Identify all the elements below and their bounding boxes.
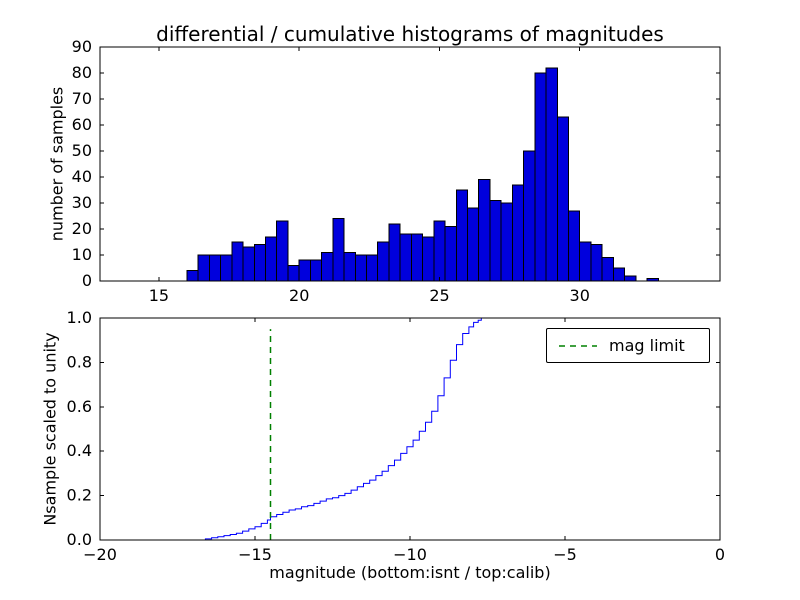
chart-title: differential / cumulative histograms of … (156, 22, 664, 46)
histogram-bar (309, 259, 323, 282)
histogram-bar (534, 72, 547, 282)
x-tick-label: 15 (149, 286, 169, 305)
y-tick-label: 60 (72, 115, 92, 134)
x-tick-label: 25 (429, 286, 449, 305)
y-tick-label: 20 (72, 219, 92, 238)
histogram-bar (556, 116, 569, 282)
histogram-bar (568, 210, 581, 282)
x-tick-label: 30 (570, 286, 590, 305)
histogram-bar (579, 241, 592, 282)
y-tick-label: 1.0 (67, 308, 92, 327)
histogram-bar (231, 241, 244, 282)
histogram-bar (265, 236, 278, 282)
histogram-bar (366, 254, 379, 282)
y-tick-label: 10 (72, 245, 92, 264)
y-tick-label: 80 (72, 63, 92, 82)
y-tick-label: 50 (72, 141, 92, 160)
histogram-bar (354, 254, 367, 282)
y-tick-label: 90 (72, 37, 92, 56)
histogram-bar (298, 259, 311, 282)
histogram-bar (511, 184, 525, 282)
histogram-bar (208, 254, 222, 282)
histogram-bar (455, 189, 468, 282)
axes-frame (99, 46, 721, 282)
histogram-bar (545, 67, 558, 282)
histogram-bar (523, 150, 536, 282)
histogram-bar (388, 223, 401, 282)
x-axis-label: magnitude (bottom:isnt / top:calib) (269, 563, 551, 582)
histogram-bar (478, 179, 491, 282)
histogram-bar (197, 254, 210, 282)
x-tick-label: −5 (553, 545, 577, 564)
y-tick-label: 0 (82, 271, 92, 290)
histogram-bar (444, 225, 457, 282)
x-tick-label: −20 (83, 545, 117, 564)
x-tick-label: −10 (393, 545, 427, 564)
legend: mag limit (546, 328, 710, 363)
histogram-bar (332, 218, 345, 282)
histogram-bar (410, 233, 424, 282)
y-tick-label: 0.2 (67, 486, 92, 505)
y-tick-label: 0.8 (67, 352, 92, 371)
histogram-bar (343, 251, 356, 282)
histogram-bar (377, 241, 390, 282)
y-tick-label: 30 (72, 193, 92, 212)
legend-line-sample (559, 344, 597, 347)
y-tick-label: 0.6 (67, 397, 92, 416)
histogram-bar (186, 270, 199, 282)
histogram-bar (601, 257, 614, 282)
y-tick-label: 0.4 (67, 441, 92, 460)
x-tick-label: 0 (715, 545, 725, 564)
cumulative-line (193, 317, 720, 541)
histogram-bar (433, 220, 446, 282)
x-tick-label: −15 (238, 545, 272, 564)
y-tick-label: 0.0 (67, 530, 92, 549)
histogram-bar (399, 233, 412, 282)
histogram-bar (590, 244, 603, 282)
histogram-bar (242, 246, 255, 282)
histogram-bar (422, 236, 435, 282)
histogram-bar (612, 267, 626, 282)
histogram-bar (287, 264, 300, 282)
y-tick-label: 40 (72, 167, 92, 186)
histogram-bar (220, 254, 233, 282)
histogram-bar (500, 202, 513, 282)
histogram-bar (624, 275, 637, 282)
histogram-bar (253, 244, 267, 282)
y-tick-label: 70 (72, 89, 92, 108)
histogram-bar (321, 251, 334, 282)
histogram-bar (489, 199, 502, 282)
legend-label: mag limit (609, 336, 685, 355)
histogram-bar (467, 207, 480, 282)
x-tick-label: 20 (289, 286, 309, 305)
histogram-bar (276, 220, 289, 282)
